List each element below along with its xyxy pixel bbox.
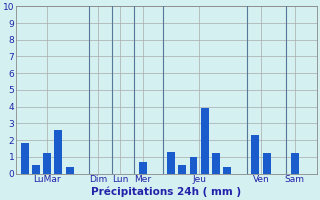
Bar — [32, 165, 40, 174]
Bar — [21, 143, 28, 174]
Bar — [263, 153, 270, 174]
Bar — [223, 167, 231, 174]
Bar — [201, 108, 209, 174]
Bar — [66, 167, 74, 174]
Bar — [252, 135, 259, 174]
Bar — [189, 157, 197, 174]
Bar — [212, 153, 220, 174]
Bar — [54, 130, 62, 174]
Bar — [43, 153, 51, 174]
Bar — [291, 153, 299, 174]
Bar — [178, 165, 186, 174]
Bar — [139, 162, 147, 174]
Bar — [167, 152, 175, 174]
X-axis label: Précipitations 24h ( mm ): Précipitations 24h ( mm ) — [92, 187, 242, 197]
